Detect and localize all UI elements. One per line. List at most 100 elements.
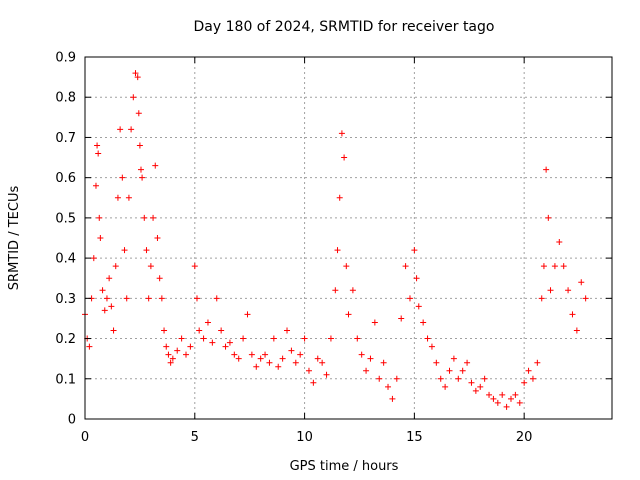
data-point (154, 235, 161, 241)
data-point (141, 214, 148, 221)
data-point (101, 307, 108, 314)
data-point (327, 335, 334, 342)
data-point (90, 255, 97, 262)
data-point (319, 359, 326, 366)
data-point (556, 239, 563, 246)
data-point (106, 275, 113, 282)
data-point (103, 295, 110, 302)
data-point (428, 343, 435, 350)
data-point (494, 399, 501, 406)
data-point (540, 263, 547, 270)
data-point (354, 335, 361, 342)
data-point (499, 391, 506, 398)
data-point (209, 339, 216, 346)
data-point (99, 287, 106, 294)
data-point (569, 311, 576, 318)
data-point (136, 142, 143, 149)
data-point (578, 279, 585, 286)
x-axis-label: GPS time / hours (290, 459, 399, 474)
y-tick-label: 0.9 (55, 51, 76, 66)
data-point (279, 355, 286, 362)
data-point (310, 379, 317, 386)
y-tick-label: 0.3 (55, 292, 76, 307)
data-point (222, 343, 229, 350)
data-point (521, 379, 528, 386)
data-point (204, 319, 211, 326)
data-point (137, 166, 144, 173)
data-point (468, 379, 475, 386)
y-tick-label: 0 (68, 413, 76, 428)
data-point (343, 263, 350, 270)
data-point (231, 351, 238, 358)
data-point (275, 363, 282, 370)
data-point (288, 347, 295, 354)
data-point (455, 375, 462, 382)
data-point (284, 327, 291, 334)
data-point (196, 327, 203, 334)
data-point (193, 295, 200, 302)
data-point (301, 335, 308, 342)
data-point (543, 166, 550, 173)
data-point (128, 126, 135, 133)
data-point (86, 343, 93, 350)
data-point (262, 351, 269, 358)
data-point (481, 375, 488, 382)
data-point (94, 142, 101, 149)
x-tick-label: 0 (81, 430, 89, 445)
data-point (332, 287, 339, 294)
data-point (167, 359, 174, 366)
data-point (145, 295, 152, 302)
data-point (371, 319, 378, 326)
data-point (529, 375, 536, 382)
data-point (573, 327, 580, 334)
data-point (121, 247, 128, 254)
data-point (270, 335, 277, 342)
data-point (314, 355, 321, 362)
data-point (114, 194, 121, 201)
x-tick-label: 15 (406, 430, 423, 445)
data-point (565, 287, 572, 294)
data-point (393, 375, 400, 382)
data-point (413, 275, 420, 282)
data-point (178, 335, 185, 342)
data-point (345, 311, 352, 318)
data-point (398, 315, 405, 322)
data-point (334, 247, 341, 254)
data-point (218, 327, 225, 334)
data-point (161, 327, 168, 334)
data-point (305, 367, 312, 374)
y-tick-label: 0.5 (55, 211, 76, 226)
data-point (183, 351, 190, 358)
data-point (472, 387, 479, 394)
data-point (385, 383, 392, 390)
data-point (551, 263, 558, 270)
data-point (490, 395, 497, 402)
data-point (507, 395, 514, 402)
data-point (108, 303, 115, 310)
x-tick-label: 10 (296, 430, 313, 445)
data-point (244, 311, 251, 318)
data-point (433, 359, 440, 366)
data-point (134, 74, 141, 81)
data-point (538, 295, 545, 302)
data-point (213, 295, 220, 302)
data-point (547, 287, 554, 294)
data-point (446, 367, 453, 374)
data-point (406, 295, 413, 302)
data-point (143, 247, 150, 254)
data-point (402, 263, 409, 270)
data-point (341, 154, 348, 161)
data-point (132, 70, 139, 77)
axis-ticks: 0 0.1 0.2 0.3 0.4 0.5 0.6 0.7 0.8 0.9 0 5 10 15 20 (55, 51, 612, 445)
data-point (503, 403, 510, 410)
data-point (367, 355, 374, 362)
data-point (95, 150, 102, 157)
data-point (139, 174, 146, 181)
data-point (464, 359, 471, 366)
data-point (187, 343, 194, 350)
y-tick-label: 0.8 (55, 91, 76, 106)
plot-frame (84, 56, 613, 420)
data-point (420, 319, 427, 326)
data-point (112, 263, 119, 270)
data-point (516, 399, 523, 406)
